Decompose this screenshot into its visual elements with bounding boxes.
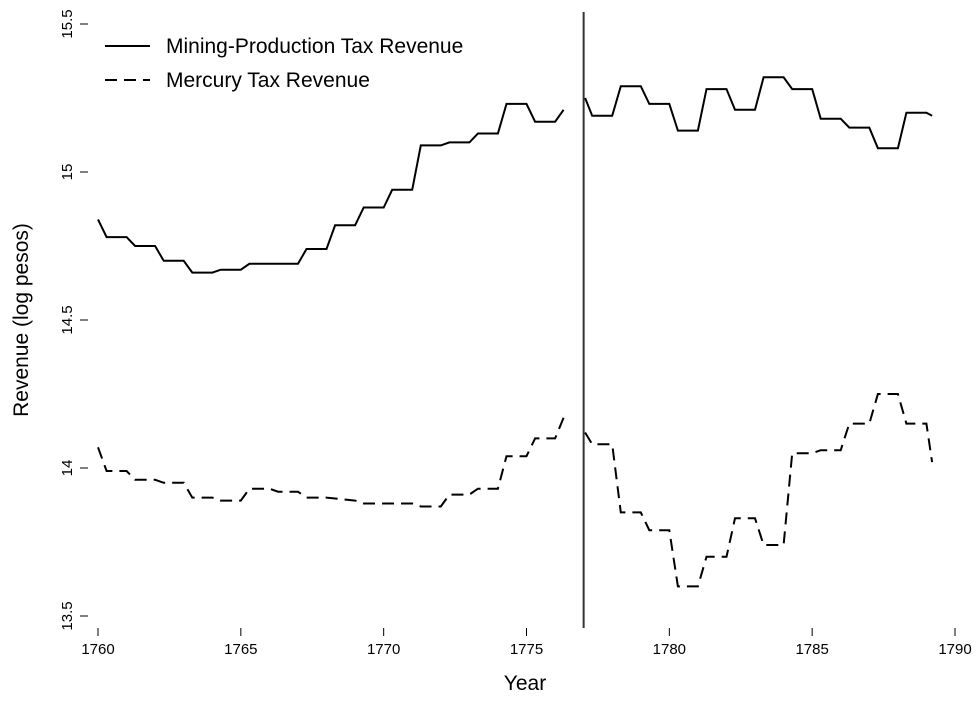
y-tick-label: 13.5 (59, 601, 76, 630)
x-tick-label: 1765 (224, 641, 257, 658)
series-line (97, 393, 934, 588)
y-tick-label: 15.5 (59, 9, 76, 38)
x-tick-label: 1790 (938, 641, 971, 658)
x-tick-label: 1780 (653, 641, 686, 658)
legend-label: Mercury Tax Revenue (166, 69, 370, 92)
y-axis-label: Revenue (log pesos) (10, 223, 33, 417)
y-tick-label: 15 (59, 164, 76, 181)
x-tick-label: 1770 (367, 641, 400, 658)
x-axis-label: Year (504, 672, 546, 695)
y-tick-label: 14.5 (59, 305, 76, 334)
series-line (97, 76, 933, 274)
x-tick-label: 1785 (795, 641, 828, 658)
legend-label: Mining-Production Tax Revenue (166, 35, 463, 58)
y-tick-label: 14 (59, 460, 76, 477)
x-tick-label: 1760 (81, 641, 114, 658)
x-tick-label: 1775 (510, 641, 543, 658)
